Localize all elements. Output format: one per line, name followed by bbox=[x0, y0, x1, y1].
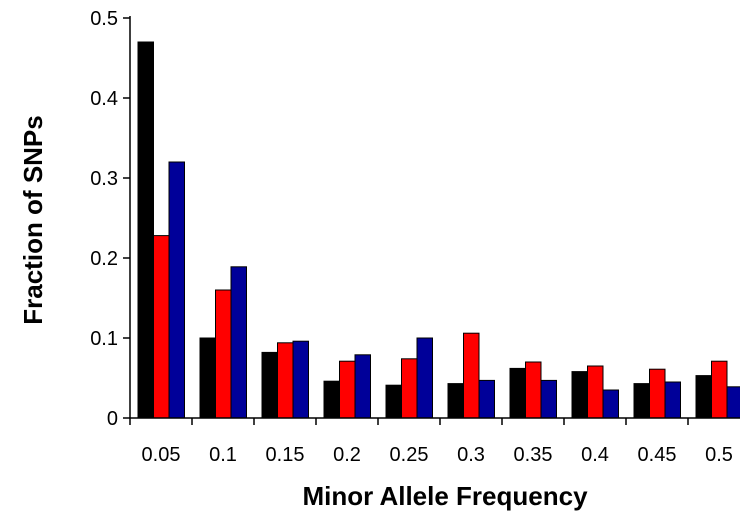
bar-series1-0.05 bbox=[137, 41, 154, 419]
bar-series3-0.35 bbox=[540, 379, 557, 419]
x-tick-label: 0.45 bbox=[638, 444, 677, 466]
bar-series3-0.05 bbox=[168, 161, 185, 419]
bar-series3-0.25 bbox=[416, 337, 433, 419]
bar-series2-0.15 bbox=[277, 342, 294, 419]
bar-series3-0.2 bbox=[354, 354, 371, 419]
bar-series3-0.45 bbox=[664, 381, 681, 419]
bar-series2-0.45 bbox=[649, 368, 666, 419]
bar-series1-0.45 bbox=[633, 383, 650, 419]
bar-series2-0.35 bbox=[525, 361, 542, 419]
x-tick-label: 0.4 bbox=[581, 444, 609, 466]
bar-series3-0.15 bbox=[292, 340, 309, 419]
x-tick-label: 0.05 bbox=[142, 444, 181, 466]
y-tick-label: 0.3 bbox=[90, 168, 118, 190]
axes-group: 0 0.1 0.2 0.3 0.4 0.5 0.05 0.1 0.15 0.2 0.25 0.3 0.3… bbox=[90, 8, 740, 466]
bar-series2-0.4 bbox=[587, 365, 604, 419]
bar-series3-0.1 bbox=[230, 266, 247, 419]
x-tick-label: 0.5 bbox=[705, 444, 733, 466]
bar-series1-0.35 bbox=[509, 367, 526, 419]
bar-series2-0.25 bbox=[401, 358, 418, 419]
bar-series2-0.5 bbox=[711, 360, 728, 419]
y-axis-title: Fraction of SNPs bbox=[18, 115, 48, 324]
x-tick-label: 0.1 bbox=[209, 444, 237, 466]
bar-series2-0.2 bbox=[339, 360, 356, 419]
bar-series1-0.3 bbox=[447, 383, 464, 419]
x-tick-label: 0.15 bbox=[266, 444, 305, 466]
bar-series1-0.2 bbox=[323, 380, 340, 419]
x-tick-label: 0.3 bbox=[457, 444, 485, 466]
y-tick-label: 0 bbox=[107, 408, 118, 430]
bar-series1-0.25 bbox=[385, 384, 402, 419]
bar-series3-0.5 bbox=[726, 386, 740, 419]
bar-series3-0.4 bbox=[602, 389, 619, 419]
bar-series3-0.3 bbox=[478, 379, 495, 419]
bar-series1-0.5 bbox=[695, 375, 712, 419]
x-tick-label: 0.2 bbox=[333, 444, 361, 466]
y-tick-label: 0.4 bbox=[90, 88, 118, 110]
x-axis-title: Minor Allele Frequency bbox=[302, 481, 588, 511]
bar-series2-0.3 bbox=[463, 332, 480, 419]
y-tick-label: 0.1 bbox=[90, 328, 118, 350]
y-tick-label: 0.2 bbox=[90, 248, 118, 270]
y-tick-label: 0.5 bbox=[90, 8, 118, 30]
bar-series2-0.1 bbox=[215, 289, 232, 419]
bar-series1-0.4 bbox=[571, 371, 588, 419]
bar-series1-0.1 bbox=[199, 337, 216, 419]
bar-series1-0.15 bbox=[261, 351, 278, 419]
bars-group bbox=[137, 41, 740, 419]
x-tick-label: 0.35 bbox=[514, 444, 553, 466]
x-tick-label: 0.25 bbox=[390, 444, 429, 466]
bar-series2-0.05 bbox=[153, 235, 170, 419]
